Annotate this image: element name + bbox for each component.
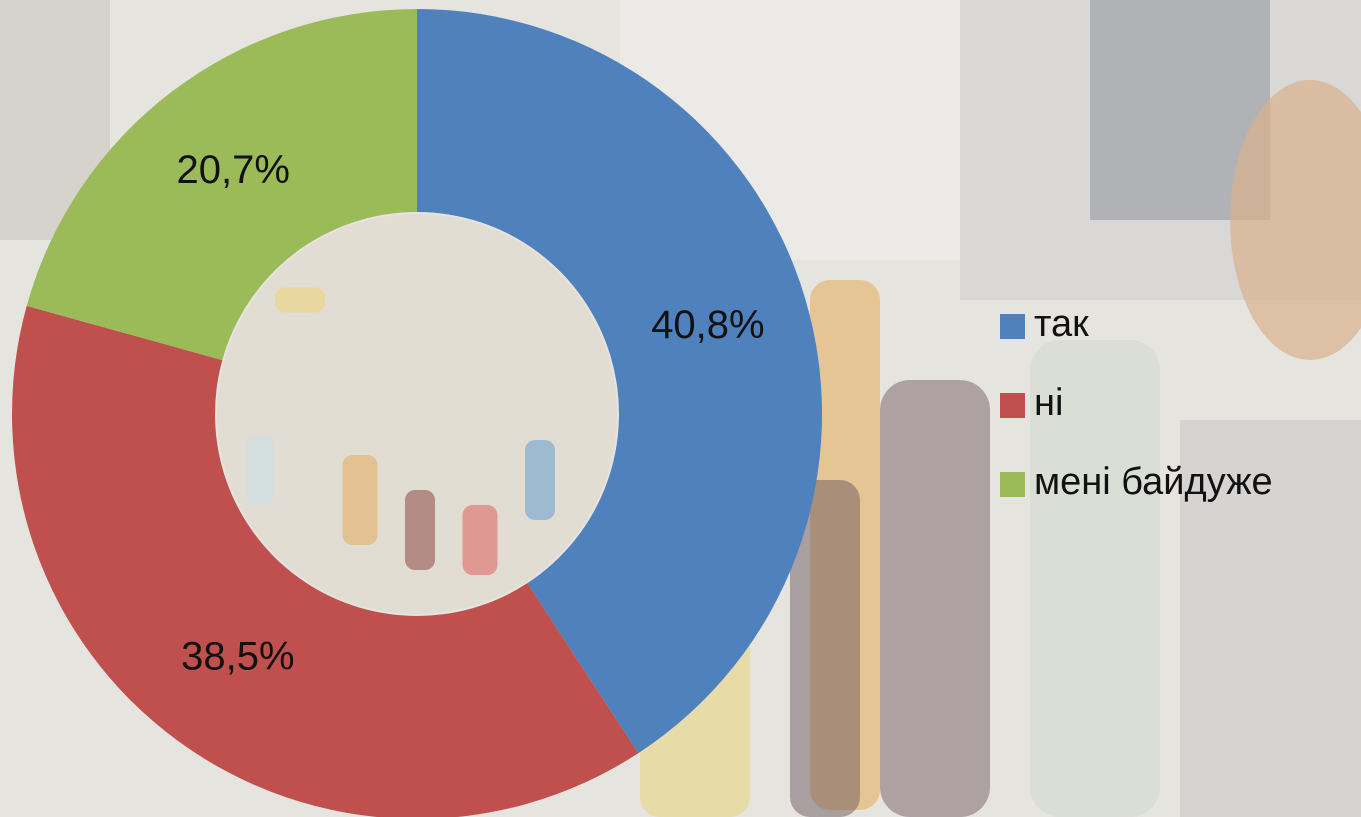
hole-photo-shape	[525, 440, 555, 520]
hole-photo-shape	[275, 288, 325, 313]
page: 40,8%38,5%20,7%такнімені байдуже (() => …	[0, 0, 1361, 817]
hole-photo-shape	[343, 455, 378, 545]
data-label: 20,7%	[177, 148, 290, 192]
legend-label: мені байдуже	[1034, 461, 1273, 503]
data-label: 38,5%	[181, 635, 294, 679]
legend-label: ні	[1034, 382, 1063, 424]
legend-label: так	[1034, 303, 1089, 345]
legend-swatch	[1000, 472, 1025, 497]
hole-photo-shape	[246, 435, 274, 505]
hole-photo-shape	[463, 505, 498, 575]
legend-swatch	[1000, 393, 1025, 418]
data-label: 40,8%	[651, 303, 764, 347]
legend-swatch	[1000, 314, 1025, 339]
chart: 40,8% 38,5% 20,7% так ні мені байдуже	[0, 0, 1361, 817]
hole-photo-shape	[405, 490, 435, 570]
